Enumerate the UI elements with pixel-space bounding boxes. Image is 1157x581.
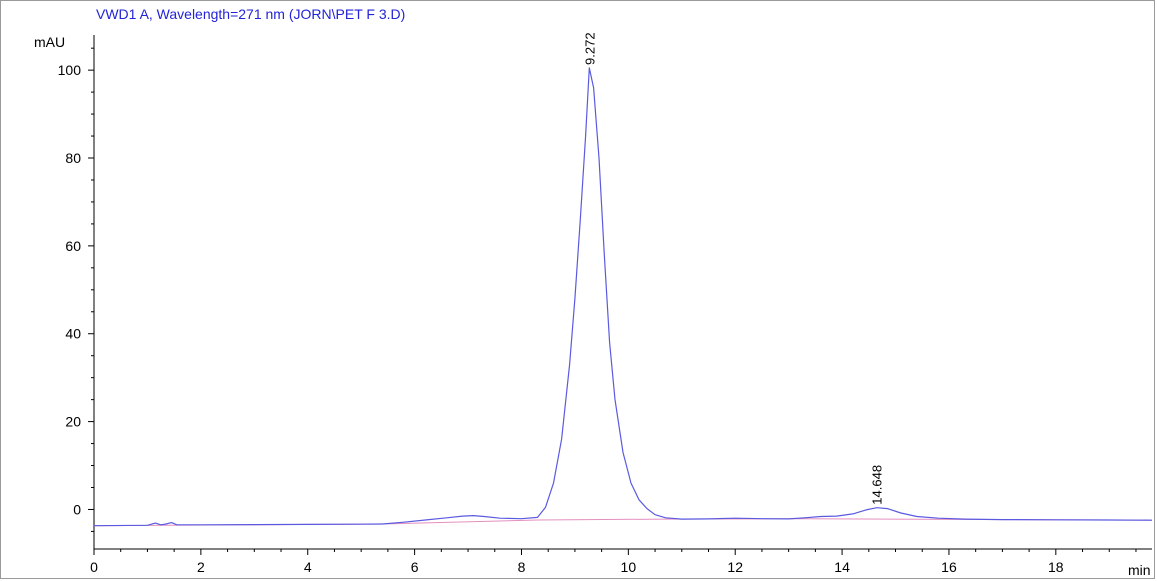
- y-tick-label: 20: [65, 414, 81, 430]
- x-tick-label: 10: [621, 559, 637, 575]
- y-tick-label: 80: [65, 150, 81, 166]
- x-tick-label: 16: [941, 559, 957, 575]
- peak-label: 9.272: [582, 32, 597, 65]
- x-tick-label: 18: [1048, 559, 1064, 575]
- x-tick-label: 0: [90, 559, 98, 575]
- y-tick-label: 40: [65, 326, 81, 342]
- x-tick-label: 14: [834, 559, 850, 575]
- y-tick-label: 60: [65, 238, 81, 254]
- x-tick-label: 8: [518, 559, 526, 575]
- chart-marks: 9.272 14.648: [93, 32, 1153, 527]
- chart-title: VWD1 A, Wavelength=271 nm (JORN\PET F 3.…: [96, 6, 406, 22]
- x-tick-label: 4: [304, 559, 312, 575]
- y-axis-label: mAU: [34, 34, 65, 50]
- x-tick-label: 2: [197, 559, 205, 575]
- x-tick-label: 12: [727, 559, 743, 575]
- y-tick-label: 100: [58, 62, 82, 78]
- signal-trace: [93, 67, 1153, 527]
- axes: 0 20 40 60 80 100 0 2 4 6 8 10 12 14 16 18 mAU min: [34, 34, 1152, 578]
- peak-label: 14.648: [870, 465, 885, 505]
- x-axis-label: min: [1128, 562, 1151, 578]
- x-tick-label: 6: [411, 559, 419, 575]
- y-tick-label: 0: [73, 501, 81, 517]
